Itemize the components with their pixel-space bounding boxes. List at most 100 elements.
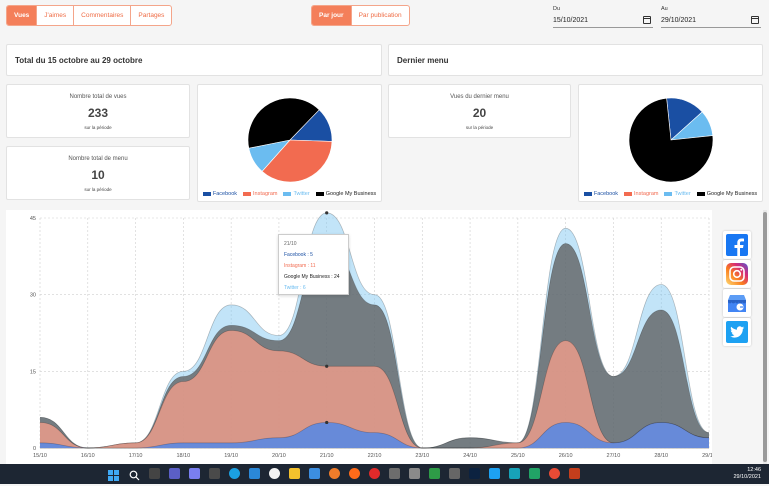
x-tick-label: 24/10 bbox=[463, 453, 477, 459]
date-from-label: Du bbox=[553, 6, 561, 12]
task-view-icon[interactable] bbox=[149, 468, 160, 479]
metric-tabs: Vues J'aimes Commentaires Partages bbox=[6, 5, 173, 26]
x-tick-label: 18/10 bbox=[176, 453, 190, 459]
date-from-value: 15/10/2021 bbox=[553, 17, 589, 24]
chrome-canary-icon[interactable] bbox=[549, 468, 560, 479]
x-tick-label: 28/10 bbox=[654, 453, 668, 459]
tab-par-publication[interactable]: Par publication bbox=[358, 12, 402, 19]
photoshop-icon[interactable] bbox=[469, 468, 480, 479]
file-explorer-icon[interactable] bbox=[289, 468, 300, 479]
stat-subtitle: sur la période bbox=[465, 125, 494, 130]
start-icon[interactable] bbox=[108, 468, 119, 481]
legend-item-google[interactable]: Google My Business bbox=[315, 191, 377, 197]
tab-vues[interactable]: Vues bbox=[7, 6, 38, 25]
pie-slice-google-my-business[interactable] bbox=[628, 97, 714, 183]
stat-subtitle: sur la période bbox=[84, 187, 112, 192]
legend-swatch bbox=[664, 192, 673, 196]
calendar-icon[interactable] bbox=[751, 16, 759, 24]
legend-item-facebook[interactable]: Facebook bbox=[202, 191, 237, 197]
widgets-icon[interactable] bbox=[209, 468, 220, 479]
store-icon[interactable] bbox=[249, 468, 260, 479]
tab-commentaires[interactable]: Commentaires bbox=[74, 6, 132, 25]
chat-icon[interactable] bbox=[189, 468, 200, 479]
tab-partages[interactable]: Partages bbox=[138, 12, 165, 19]
date-to-input[interactable]: 29/10/2021 bbox=[661, 15, 761, 28]
date-to-field[interactable]: Au 29/10/2021 bbox=[661, 6, 761, 28]
chrome-alt-icon[interactable] bbox=[429, 468, 440, 479]
area-series-facebook[interactable] bbox=[40, 422, 709, 448]
facebook-icon bbox=[726, 234, 748, 256]
legend-label: Google My Business bbox=[706, 191, 758, 197]
legend-label: Google My Business bbox=[325, 191, 377, 197]
legend-label: Facebook bbox=[593, 191, 619, 197]
legend-label: Twitter bbox=[674, 191, 691, 197]
settings-icon[interactable] bbox=[409, 468, 420, 479]
x-tick-label: 15/10 bbox=[33, 453, 47, 459]
snipping-icon[interactable] bbox=[449, 468, 460, 479]
page-scrollbar[interactable] bbox=[763, 210, 767, 464]
x-tick-label: 16/10 bbox=[81, 453, 95, 459]
teams-icon[interactable] bbox=[169, 468, 180, 479]
stat-subtitle: sur la période bbox=[84, 125, 112, 130]
vscode-icon[interactable] bbox=[509, 468, 520, 479]
firefox-icon[interactable] bbox=[329, 468, 340, 479]
pie-slice-google-my-business[interactable] bbox=[247, 97, 320, 149]
scrollbar-thumb[interactable] bbox=[763, 212, 767, 462]
legend-swatch bbox=[283, 192, 292, 196]
tab-par-jour[interactable]: Par jour bbox=[312, 6, 352, 25]
stat-card-menus: Nombre total de menu 10 sur la période bbox=[6, 146, 190, 200]
pie-legend: Facebook Instagram Twitter Google My Bus… bbox=[198, 191, 381, 197]
twitter-app-icon[interactable] bbox=[489, 468, 500, 479]
legend-item-twitter[interactable]: Twitter bbox=[283, 191, 310, 197]
powerpoint-icon[interactable] bbox=[569, 468, 580, 479]
taskbar-clock[interactable]: 12:46 29/10/2021 bbox=[733, 467, 761, 481]
clock-time: 12:46 bbox=[747, 467, 761, 473]
edge-icon[interactable] bbox=[229, 468, 240, 479]
facebook-button[interactable] bbox=[723, 231, 751, 259]
y-tick-label: 45 bbox=[30, 216, 36, 222]
stat-title: Vues du dernier menu bbox=[450, 94, 509, 100]
x-tick-label: 17/10 bbox=[129, 453, 143, 459]
google-my-business-button[interactable] bbox=[723, 289, 751, 317]
date-from-field[interactable]: Du 15/10/2021 bbox=[553, 6, 653, 28]
pie-card-last-menu: Facebook Instagram Twitter Google My Bus… bbox=[578, 84, 763, 202]
firefox-dev-icon[interactable] bbox=[349, 468, 360, 479]
tooltip-twitter: Twitter : 6 bbox=[284, 285, 306, 291]
legend-item-facebook[interactable]: Facebook bbox=[583, 191, 619, 197]
chrome-icon[interactable] bbox=[269, 468, 280, 479]
legend-label: Twitter bbox=[293, 191, 310, 197]
x-tick-label: 19/10 bbox=[224, 453, 238, 459]
opera-icon[interactable] bbox=[369, 468, 380, 479]
calendar-icon[interactable] bbox=[643, 16, 651, 24]
legend-item-twitter[interactable]: Twitter bbox=[664, 191, 691, 197]
instagram-button[interactable] bbox=[723, 260, 751, 288]
period-tabs: Par jour Par publication bbox=[311, 5, 410, 26]
x-tick-label: 25/10 bbox=[511, 453, 525, 459]
hover-point bbox=[325, 364, 329, 368]
date-from-input[interactable]: 15/10/2021 bbox=[553, 15, 653, 28]
tooltip-instagram: Instagram : 11 bbox=[284, 263, 316, 269]
mail-icon[interactable] bbox=[309, 468, 320, 479]
legend-item-instagram[interactable]: Instagram bbox=[243, 191, 277, 197]
x-tick-label: 29/10 bbox=[702, 453, 712, 459]
series-line bbox=[39, 212, 710, 449]
y-tick-label: 15 bbox=[30, 369, 36, 375]
hover-point bbox=[325, 420, 329, 425]
excel-icon[interactable] bbox=[529, 468, 540, 479]
legend-item-google[interactable]: Google My Business bbox=[696, 191, 758, 197]
search-icon[interactable] bbox=[129, 468, 140, 481]
legend-swatch bbox=[583, 192, 592, 196]
pie-slice-instagram[interactable] bbox=[261, 139, 333, 183]
area-series-instagram[interactable] bbox=[40, 330, 709, 448]
twitter-button[interactable] bbox=[723, 318, 751, 346]
last-menu-section-header: Dernier menu bbox=[388, 44, 763, 76]
series-line bbox=[39, 330, 710, 449]
date-to-label: Au bbox=[661, 6, 668, 12]
legend-swatch bbox=[624, 192, 633, 196]
terminal-icon[interactable] bbox=[389, 468, 400, 479]
pie-chart-total bbox=[247, 97, 333, 183]
legend-item-instagram[interactable]: Instagram bbox=[624, 191, 658, 197]
stat-title: Nombre total de menu bbox=[68, 156, 128, 162]
x-tick-label: 23/10 bbox=[415, 453, 429, 459]
tab-jaimes[interactable]: J'aimes bbox=[37, 6, 75, 25]
